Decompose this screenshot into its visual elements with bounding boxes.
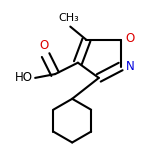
Text: O: O (125, 32, 135, 45)
Text: HO: HO (15, 71, 33, 84)
Text: CH₃: CH₃ (58, 13, 79, 23)
Text: N: N (125, 60, 134, 73)
Text: O: O (39, 39, 48, 52)
